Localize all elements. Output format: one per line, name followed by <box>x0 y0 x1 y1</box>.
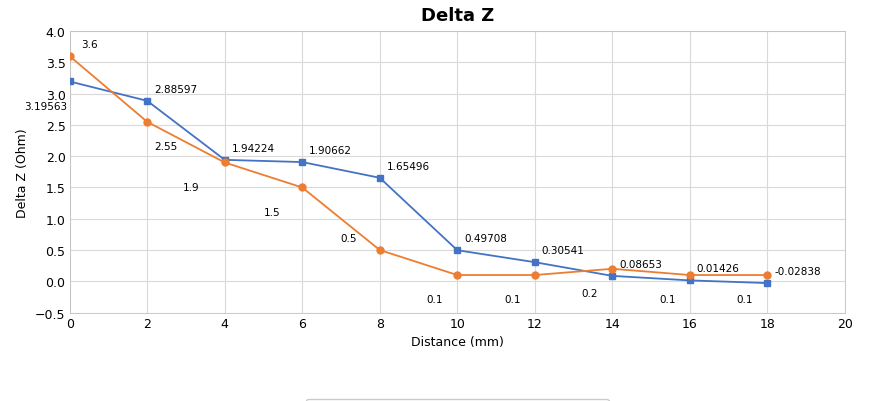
Legend: EMS results, Experimental results: EMS results, Experimental results <box>306 399 609 401</box>
Text: 0.1: 0.1 <box>427 295 443 305</box>
EMS results <box>452 248 463 253</box>
Experimental results <box>762 273 773 278</box>
Experimental results <box>219 161 230 166</box>
Text: 1.9: 1.9 <box>183 182 199 192</box>
X-axis label: Distance (mm): Distance (mm) <box>411 336 503 348</box>
Text: 0.30541: 0.30541 <box>542 246 584 255</box>
Experimental results <box>297 186 307 190</box>
Experimental results <box>607 267 618 271</box>
Text: 3.19563: 3.19563 <box>24 101 67 111</box>
Text: 3.6: 3.6 <box>81 40 98 50</box>
Text: 0.08653: 0.08653 <box>619 259 662 269</box>
Experimental results <box>530 273 540 278</box>
EMS results <box>607 274 618 279</box>
Line: Experimental results: Experimental results <box>66 54 771 279</box>
Line: EMS results: EMS results <box>66 79 771 287</box>
Text: 0.01426: 0.01426 <box>697 264 739 274</box>
Text: 0.1: 0.1 <box>504 295 521 305</box>
Y-axis label: Delta Z (Ohm): Delta Z (Ohm) <box>17 128 30 217</box>
Experimental results <box>64 55 75 59</box>
EMS results <box>530 260 540 265</box>
Text: 1.94224: 1.94224 <box>232 144 274 154</box>
Experimental results <box>142 120 152 125</box>
Text: 0.2: 0.2 <box>582 288 598 298</box>
Text: 0.5: 0.5 <box>341 233 357 243</box>
Text: -0.02838: -0.02838 <box>774 266 821 276</box>
Experimental results <box>452 273 463 278</box>
Experimental results <box>375 248 385 253</box>
EMS results <box>762 281 773 286</box>
EMS results <box>685 278 695 283</box>
Text: 1.5: 1.5 <box>263 207 280 217</box>
Text: 1.65496: 1.65496 <box>387 162 429 172</box>
EMS results <box>375 176 385 181</box>
Text: 2.55: 2.55 <box>154 142 178 152</box>
Text: 0.1: 0.1 <box>737 295 753 305</box>
Experimental results <box>685 273 695 278</box>
Text: 0.49708: 0.49708 <box>464 234 507 244</box>
Text: 1.90662: 1.90662 <box>309 146 352 156</box>
EMS results <box>219 158 230 163</box>
Text: 2.88597: 2.88597 <box>154 85 197 95</box>
Title: Delta Z: Delta Z <box>421 7 494 25</box>
Text: 0.1: 0.1 <box>659 295 676 305</box>
EMS results <box>297 160 307 165</box>
EMS results <box>142 99 152 104</box>
EMS results <box>64 80 75 85</box>
